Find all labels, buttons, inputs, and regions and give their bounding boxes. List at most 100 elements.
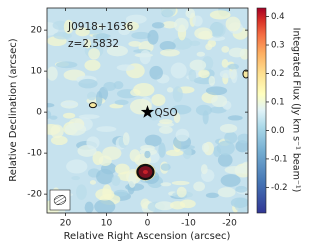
noise-blob <box>94 199 116 213</box>
noise-blob <box>216 140 235 156</box>
noise-blob <box>47 102 55 108</box>
noise-blob <box>149 65 163 80</box>
noise-blob <box>103 81 117 91</box>
noise-blob <box>165 149 184 157</box>
annotation: z=2.5832 <box>68 38 119 50</box>
noise-blob <box>89 180 97 185</box>
noise-blob <box>140 144 155 151</box>
noise-blob <box>220 174 241 187</box>
y-tick-label: 0 <box>36 108 42 118</box>
noise-blob <box>140 198 150 209</box>
noise-blob <box>159 41 176 51</box>
noise-blob <box>219 69 234 79</box>
noise-blob <box>201 142 210 153</box>
noise-blob <box>170 62 187 79</box>
noise-field <box>47 8 248 213</box>
noise-blob <box>47 66 58 81</box>
noise-blob <box>208 75 216 87</box>
noise-blob <box>219 123 238 133</box>
noise-blob <box>228 63 239 70</box>
noise-blob <box>116 64 135 71</box>
noise-blob <box>170 104 192 115</box>
noise-blob <box>62 112 76 119</box>
noise-blob <box>144 150 151 159</box>
colorbar-tick-label: -0.2 <box>271 183 288 193</box>
noise-blob <box>50 124 64 139</box>
beam-hatch <box>53 194 64 201</box>
noise-blob <box>209 106 227 114</box>
noise-blob <box>176 186 187 198</box>
noise-blob <box>217 187 236 198</box>
noise-blob <box>221 46 230 53</box>
y-tick-label: -20 <box>27 190 42 200</box>
noise-blob <box>49 115 58 120</box>
noise-blob <box>151 93 166 106</box>
noise-blob <box>205 192 219 199</box>
noise-blob <box>78 78 98 89</box>
noise-blob <box>71 175 81 181</box>
noise-blob <box>78 114 100 120</box>
noise-blob <box>159 119 173 125</box>
x-tick-label: 20 <box>60 219 72 229</box>
colorbar-tick-label: 0.0 <box>271 126 285 136</box>
noise-blob <box>47 110 52 119</box>
noise-blob <box>225 16 241 32</box>
noise-blob <box>189 59 207 71</box>
noise-blob <box>88 48 100 60</box>
noise-blob <box>61 101 78 106</box>
noise-blob <box>124 21 139 31</box>
noise-blob <box>96 126 117 133</box>
beam-hatch <box>54 196 66 204</box>
noise-blob <box>224 131 238 144</box>
noise-blob <box>55 61 78 69</box>
qso-marker <box>140 105 155 118</box>
noise-blob <box>125 14 147 24</box>
noise-blob <box>131 31 151 40</box>
noise-blob <box>151 22 165 29</box>
beam-hatch <box>56 199 67 206</box>
noise-blob <box>50 135 68 146</box>
noise-blob <box>129 149 141 162</box>
noise-blob <box>224 165 246 174</box>
x-axis-label: Relative Right Ascension (arcsec) <box>64 231 231 242</box>
colorbar-tick-label: 0.2 <box>271 69 285 79</box>
x-tick-label: -10 <box>181 219 196 229</box>
colorbar <box>256 7 267 214</box>
noise-blob <box>192 15 203 27</box>
colorbar-tick-label: 0.1 <box>271 97 285 107</box>
noise-blob <box>174 17 189 33</box>
noise-blob <box>172 37 193 50</box>
colorbar-tick-label: 0.4 <box>271 12 285 22</box>
noise-blob <box>235 185 248 193</box>
noise-blob <box>172 86 183 103</box>
noise-blob <box>66 159 88 174</box>
source-contour <box>242 69 248 79</box>
x-tick-label: -20 <box>222 219 237 229</box>
noise-blob <box>237 133 248 144</box>
y-axis-label: Relative Declination (arcsec) <box>8 38 19 181</box>
noise-blob <box>76 184 87 200</box>
noise-blob <box>75 27 90 37</box>
noise-blob <box>175 128 190 142</box>
noise-blob <box>188 69 197 82</box>
noise-blob <box>205 86 228 96</box>
noise-blob <box>194 27 213 40</box>
noise-blob <box>209 10 231 20</box>
noise-blob <box>133 83 155 97</box>
noise-blob <box>114 99 129 105</box>
noise-blob <box>128 40 142 47</box>
noise-blob <box>95 32 109 43</box>
noise-blob <box>86 136 100 150</box>
noise-blob <box>95 91 103 107</box>
source-contour <box>88 102 97 109</box>
noise-blob <box>209 22 226 38</box>
noise-blob <box>160 163 171 171</box>
x-tick-label: 0 <box>145 219 151 229</box>
noise-blob <box>166 87 174 93</box>
noise-blob <box>84 39 92 49</box>
noise-blob <box>228 47 245 58</box>
y-tick-label: 20 <box>31 26 43 36</box>
noise-blob <box>139 49 151 65</box>
noise-blob <box>114 163 130 175</box>
noise-blob <box>189 40 201 46</box>
